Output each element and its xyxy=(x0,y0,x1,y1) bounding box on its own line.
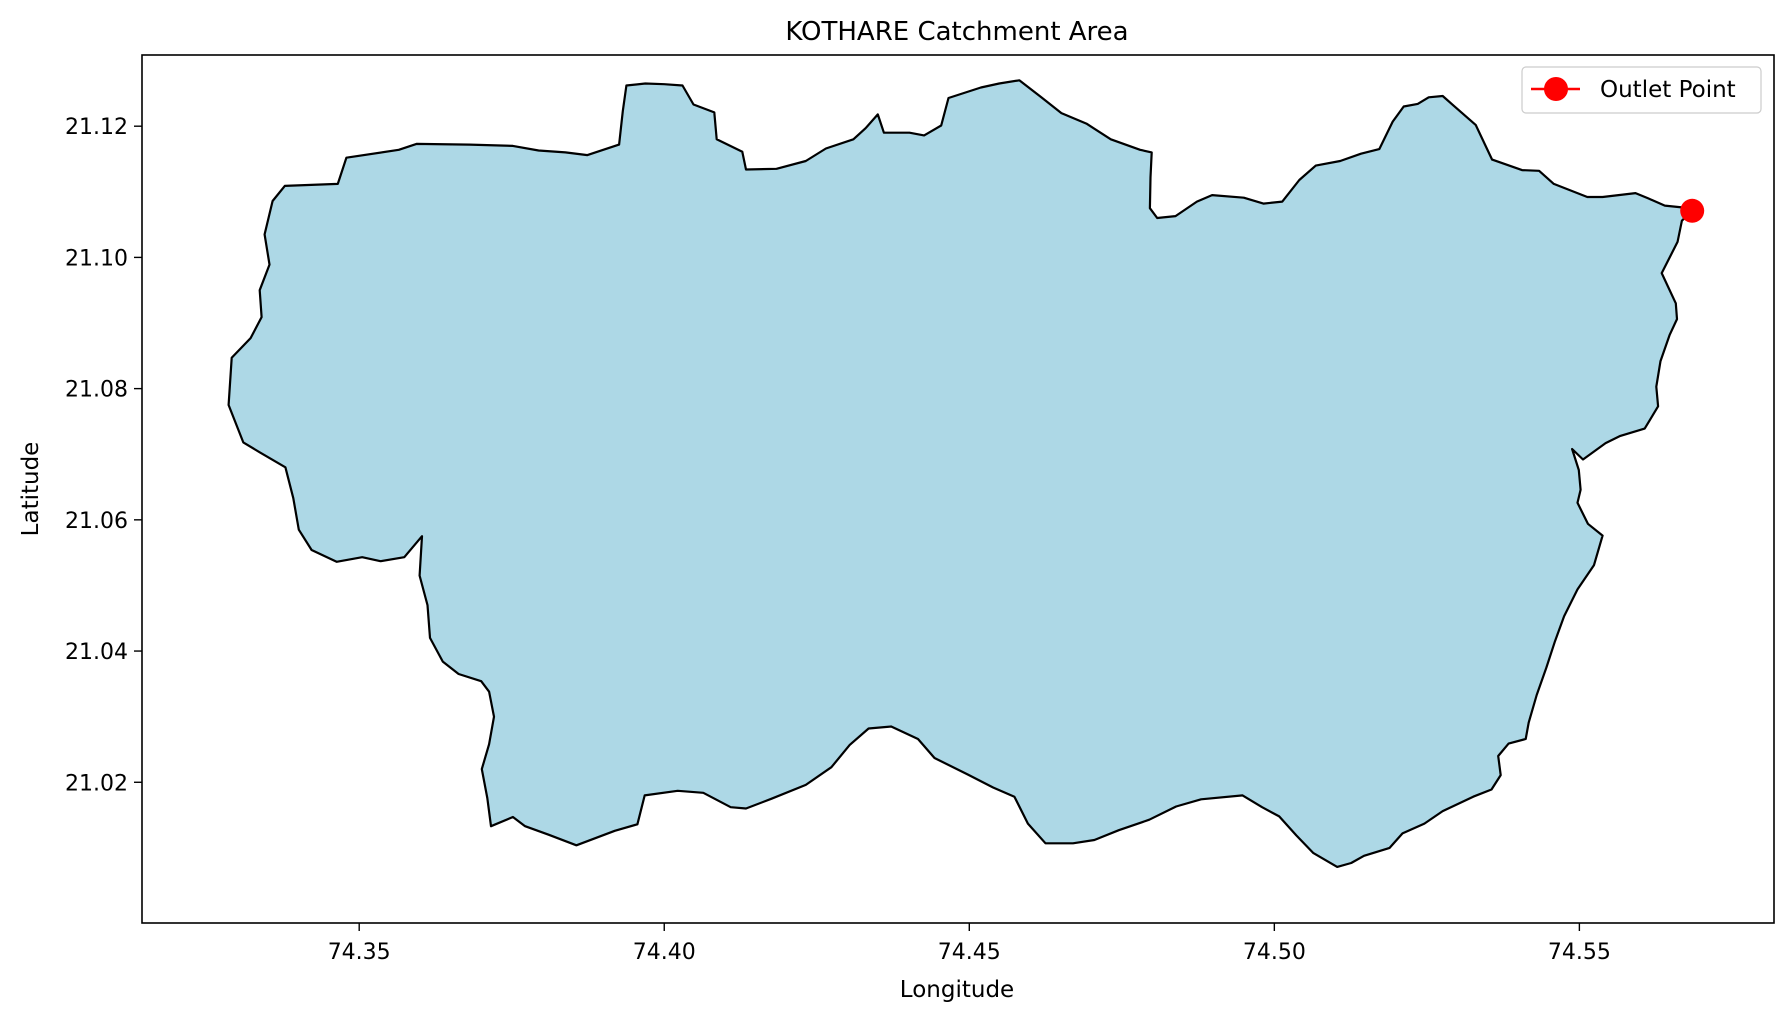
x-tick-label: 74.50 xyxy=(1243,940,1306,965)
catchment-polygon xyxy=(227,79,1694,868)
plot-area: 74.35 74.40 74.45 74.50 74.55 21.0221.0421.0… xyxy=(65,54,1775,965)
y-axis-ticks: 21.02 21.04 21.06 21.08 21.10 21.12 xyxy=(65,115,142,796)
x-tick-label: 74.55 xyxy=(1548,940,1611,965)
y-tick-label: 21.02 xyxy=(65,771,128,796)
legend: Outlet Point xyxy=(1521,66,1762,114)
outlet-layer xyxy=(1680,198,1705,223)
y-tick-label: 21.08 xyxy=(65,378,128,403)
x-axis-label: Longitude xyxy=(900,977,1014,1003)
x-tick-label: 74.35 xyxy=(328,940,391,965)
y-tick-label: 21.04 xyxy=(65,640,128,665)
y-tick-label: 21.10 xyxy=(65,246,128,271)
y-axis-label: Latitude xyxy=(18,442,44,537)
x-tick-label: 74.40 xyxy=(633,940,696,965)
chart-title: KOTHARE Catchment Area xyxy=(785,17,1128,47)
x-axis-ticks: 74.35 74.40 74.45 74.50 74.55 xyxy=(328,923,1611,965)
legend-marker xyxy=(1544,77,1568,101)
legend-box xyxy=(1521,66,1762,114)
axes-frame xyxy=(141,54,1775,924)
y-tick-label: 21.12 xyxy=(65,115,128,140)
outlet-point-marker xyxy=(1680,198,1705,223)
x-tick-label: 74.45 xyxy=(938,940,1001,965)
y-tick-label: 21.06 xyxy=(65,509,128,534)
legend-entry-outlet: Outlet Point xyxy=(1600,77,1736,103)
